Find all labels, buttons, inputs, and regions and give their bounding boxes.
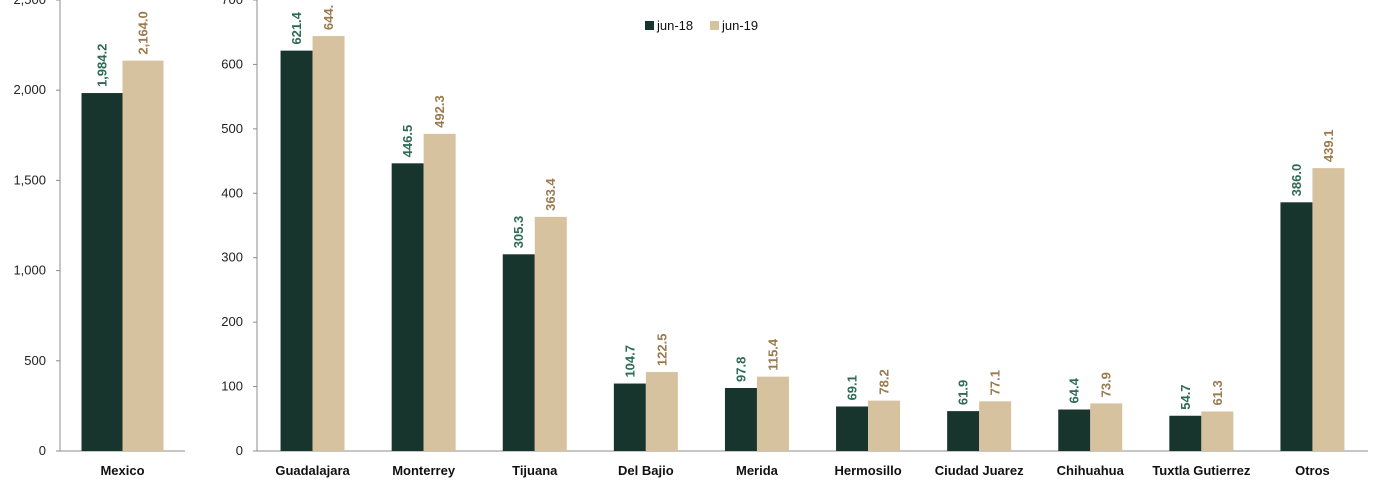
data-label-jun-18: 104.7 [622, 345, 637, 378]
bar-jun-18 [502, 254, 535, 451]
y-tick-label: 500 [221, 121, 243, 136]
bar-jun-19 [979, 401, 1012, 451]
data-label-jun-19: 78.2 [877, 369, 892, 394]
data-label-jun-19: 77.1 [988, 370, 1003, 395]
y-tick-label: 2,500 [13, 0, 46, 7]
bar-jun-18 [81, 93, 123, 451]
data-label-jun-18: 1,984.2 [95, 44, 110, 87]
data-label-jun-19: 73.9 [1099, 372, 1114, 397]
legend-swatch-jun-18 [645, 21, 654, 30]
category-label: Guadalajara [275, 463, 350, 478]
data-label-jun-19: 2,164.0 [136, 11, 151, 54]
data-label-jun-19: 363.4 [543, 178, 558, 211]
data-label-jun-18: 621.4 [289, 11, 304, 44]
bar-jun-18 [947, 411, 980, 451]
bar-jun-19 [122, 60, 164, 451]
bar-jun-19 [645, 372, 678, 451]
category-label: Tijuana [512, 463, 558, 478]
category-label: Hermosillo [834, 463, 901, 478]
data-label-jun-19: 122.5 [654, 334, 669, 367]
bar-jun-18 [1169, 415, 1202, 451]
bar-jun-18 [613, 383, 646, 451]
bar-jun-18 [1058, 409, 1091, 451]
y-tick-label: 200 [221, 314, 243, 329]
bar-jun-18 [391, 163, 424, 452]
y-tick-label: 400 [221, 185, 243, 200]
bar-jun-18 [280, 50, 313, 451]
category-label: Monterrey [392, 463, 456, 478]
y-tick-label: 1,500 [13, 172, 46, 187]
bar-jun-19 [312, 36, 345, 452]
legend-swatch-jun-19 [710, 21, 719, 30]
y-tick-label: 600 [221, 56, 243, 71]
bar-jun-19 [868, 400, 901, 451]
data-label-jun-18: 64.4 [1067, 377, 1082, 403]
bar-jun-19 [1090, 403, 1123, 451]
category-label: Chihuahua [1057, 463, 1125, 478]
data-label-jun-18: 54.7 [1178, 384, 1193, 409]
data-label-jun-18: 386.0 [1289, 164, 1304, 197]
category-label: Merida [736, 463, 779, 478]
bar-jun-18 [1280, 202, 1313, 451]
data-label-jun-19: 61.3 [1210, 380, 1225, 405]
data-label-jun-19: 439.1 [1321, 130, 1336, 163]
data-label-jun-18: 69.1 [845, 375, 860, 400]
y-tick-label: 0 [236, 443, 243, 458]
legend-label: jun-18 [656, 18, 693, 33]
bar-jun-19 [534, 216, 567, 451]
y-tick-label: 500 [24, 353, 46, 368]
data-label-jun-18: 97.8 [733, 357, 748, 382]
bar-jun-19 [1312, 168, 1345, 451]
y-tick-label: 0 [39, 443, 46, 458]
category-label: Otros [1295, 463, 1330, 478]
data-label-jun-18: 305.3 [511, 216, 526, 249]
category-label: Mexico [100, 463, 144, 478]
bar-jun-19 [1201, 411, 1234, 451]
y-tick-label: 700 [221, 0, 243, 7]
bar-jun-18 [724, 387, 757, 451]
category-label: Tuxtla Gutierrez [1152, 463, 1251, 478]
y-tick-label: 300 [221, 250, 243, 265]
data-label-jun-19: 492.3 [432, 95, 447, 128]
category-label: Del Bajio [618, 463, 674, 478]
y-tick-label: 1,000 [13, 263, 46, 278]
bar-jun-19 [756, 376, 789, 451]
bar-jun-19 [423, 133, 456, 451]
bar-jun-18 [836, 406, 869, 451]
category-label: Ciudad Juarez [935, 463, 1024, 478]
y-tick-label: 2,000 [13, 82, 46, 97]
data-label-jun-18: 446.5 [400, 125, 415, 158]
y-tick-label: 100 [221, 379, 243, 394]
data-label-jun-19: 644. [321, 5, 336, 30]
data-label-jun-18: 61.9 [956, 380, 971, 405]
data-label-jun-19: 115.4 [765, 338, 780, 371]
legend-label: jun-19 [721, 18, 758, 33]
